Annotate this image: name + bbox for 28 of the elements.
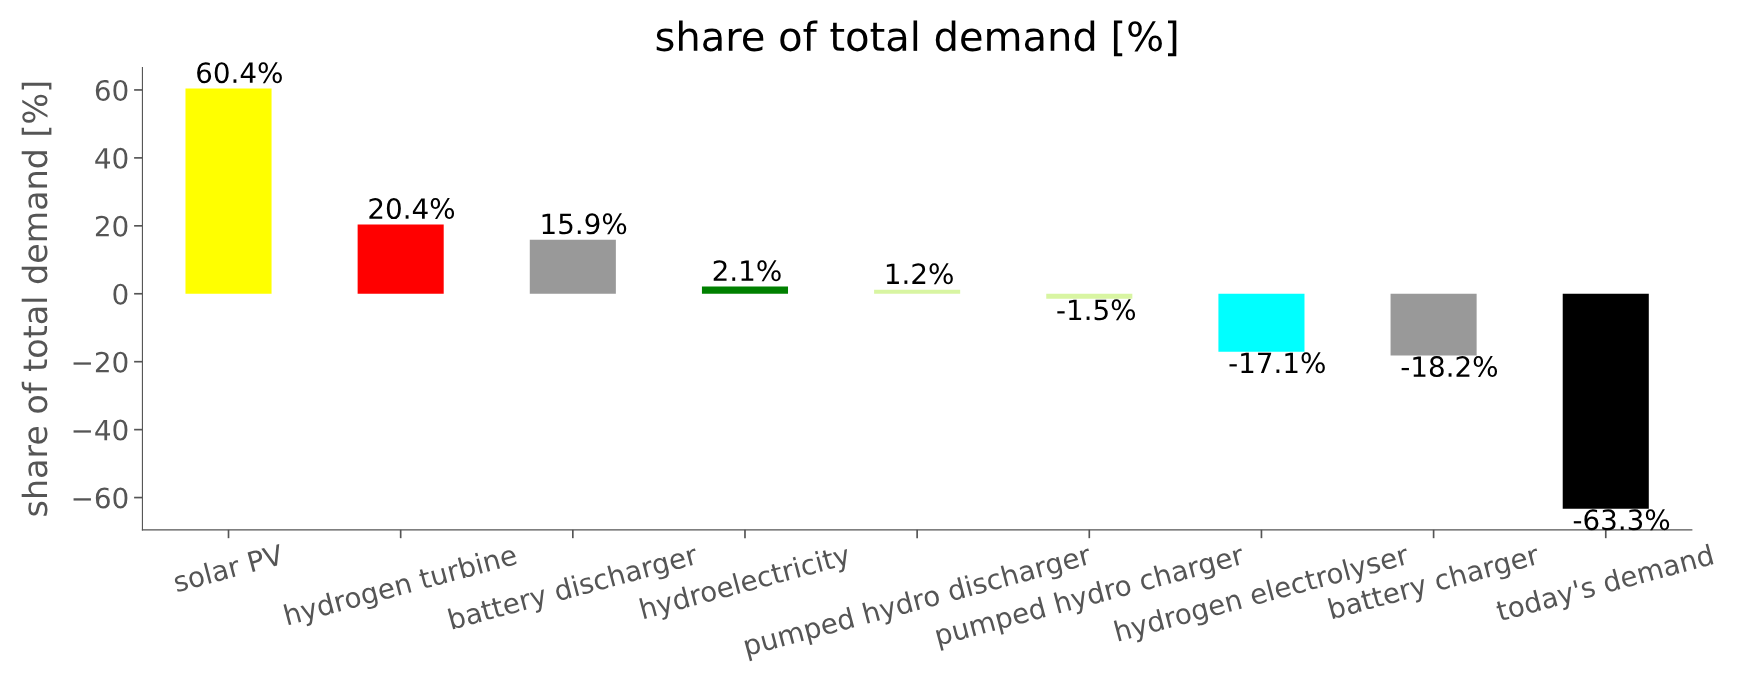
data-label: 15.9%: [542, 213, 627, 235]
bar: [701, 286, 789, 294]
y-tick-label: −20: [73, 351, 128, 373]
y-tick-label: 0: [113, 283, 128, 305]
bar: [1046, 293, 1133, 299]
bar: [185, 88, 272, 294]
data-label: -1.5%: [1057, 299, 1136, 321]
x-tick-label: solar PV: [172, 543, 285, 593]
bar: [874, 289, 961, 294]
y-tick-label: 20: [95, 215, 128, 237]
bar: [1562, 293, 1649, 509]
bar: [1390, 293, 1477, 356]
data-label: 60.4%: [197, 62, 282, 84]
data-label: -63.3%: [1573, 509, 1670, 531]
data-label: 2.1%: [713, 260, 781, 282]
data-label: 1.2%: [886, 263, 953, 285]
y-tick-label: 60: [95, 79, 128, 101]
chart-title: share of total demand [%]: [656, 20, 1177, 57]
data-label: -17.1%: [1229, 352, 1325, 374]
y-tick-label: −60: [73, 487, 128, 509]
bar: [1218, 293, 1305, 352]
y-tick-label: 40: [95, 147, 128, 169]
y-axis-title: share of total demand [%]: [21, 82, 52, 516]
data-label: -18.2%: [1401, 356, 1498, 378]
bar: [529, 239, 616, 294]
y-tick-label: −40: [73, 419, 128, 441]
bar: [357, 224, 444, 294]
data-label: 20.4%: [369, 198, 455, 220]
